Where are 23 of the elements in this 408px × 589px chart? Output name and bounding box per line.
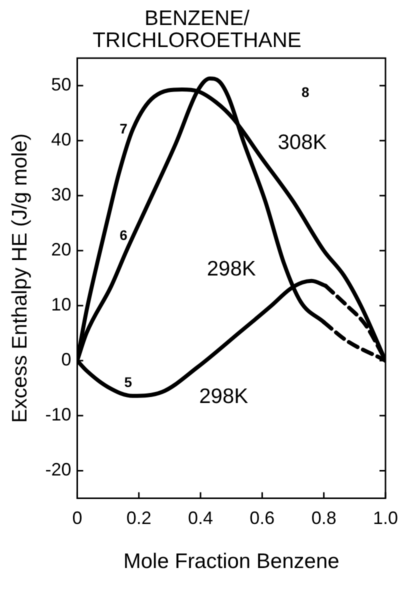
annotation: 5 bbox=[124, 374, 132, 390]
y-tick-label: 50 bbox=[51, 74, 72, 95]
annotation: 8 bbox=[301, 84, 310, 100]
x-tick-label: 0.4 bbox=[188, 508, 214, 528]
x-tick-label: 0.6 bbox=[250, 508, 275, 528]
annotation: 308K bbox=[278, 131, 327, 154]
annotation: 7 bbox=[120, 120, 128, 136]
x-tick-label: 0.8 bbox=[311, 508, 336, 528]
chart-title: BENZENE/ TRICHLOROETHANE bbox=[92, 6, 302, 52]
annotation: 6 bbox=[120, 227, 128, 244]
y-tick-label: -10 bbox=[45, 404, 72, 425]
annotation: 298K bbox=[199, 384, 248, 408]
y-tick-label: -20 bbox=[45, 460, 72, 480]
x-axis-title: Mole Fraction Benzene bbox=[123, 550, 340, 574]
x-tick-label: 0.2 bbox=[126, 508, 152, 528]
annotation: 298K bbox=[206, 258, 256, 281]
y-tick-label: 10 bbox=[51, 294, 72, 315]
y-axis-title: Excess Enthalpy HE (J/g mole) bbox=[8, 133, 32, 423]
y-tick-label: 0 bbox=[61, 350, 72, 370]
y-tick-label: 40 bbox=[51, 130, 72, 150]
x-tick-label: 1.0 bbox=[372, 508, 398, 528]
y-tick-label: 30 bbox=[51, 184, 72, 205]
y-tick-label: 20 bbox=[51, 240, 72, 260]
